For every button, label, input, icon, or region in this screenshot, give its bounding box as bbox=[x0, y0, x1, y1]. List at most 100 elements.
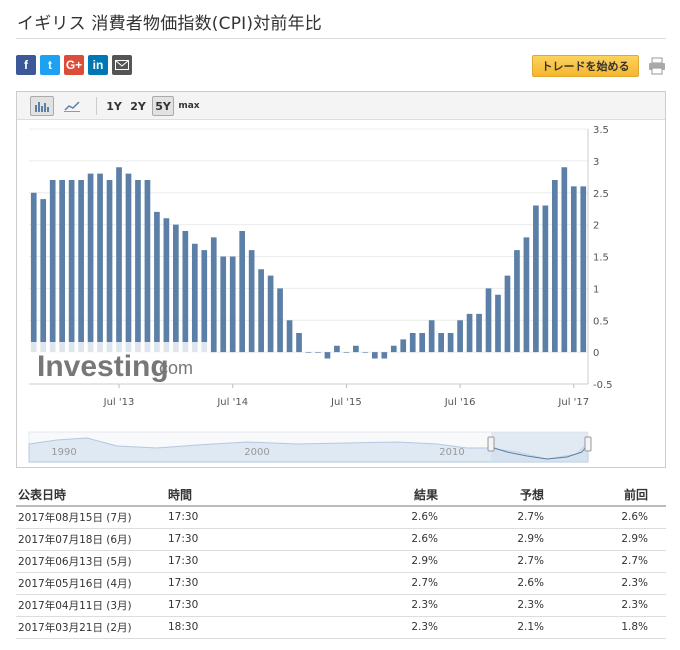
range-navigator[interactable]: 1990 2000 2010 bbox=[28, 431, 592, 463]
bar[interactable] bbox=[438, 333, 444, 353]
bar[interactable] bbox=[248, 250, 255, 353]
release-date: 2017年04月11日 (3月) bbox=[16, 594, 166, 617]
previous-value: 2.3% bbox=[562, 594, 666, 617]
bar[interactable] bbox=[87, 173, 94, 353]
release-time: 17:30 bbox=[166, 506, 276, 529]
forecast-value: 2.6% bbox=[456, 572, 562, 595]
bar[interactable] bbox=[201, 250, 208, 353]
bar[interactable] bbox=[97, 173, 103, 353]
bar[interactable] bbox=[457, 320, 463, 353]
page-title: イギリス 消費者物価指数(CPI)対前年比 bbox=[17, 14, 323, 34]
bar[interactable] bbox=[514, 250, 520, 353]
actual-value: 2.3% bbox=[276, 594, 456, 617]
bar[interactable] bbox=[334, 345, 340, 353]
bar[interactable] bbox=[210, 237, 217, 353]
bar[interactable] bbox=[523, 237, 530, 353]
col-time[interactable]: 時間 bbox=[166, 484, 276, 507]
release-time: 17:30 bbox=[166, 594, 276, 617]
col-previous[interactable]: 前回 bbox=[562, 484, 666, 507]
bar[interactable] bbox=[324, 352, 331, 359]
bar[interactable] bbox=[267, 275, 274, 353]
bar[interactable] bbox=[68, 180, 75, 353]
navigator-handle[interactable] bbox=[584, 436, 592, 452]
bar[interactable] bbox=[428, 320, 435, 353]
google-plus-icon[interactable]: G+ bbox=[64, 55, 84, 75]
bar[interactable] bbox=[305, 352, 312, 353]
bar[interactable] bbox=[353, 345, 359, 353]
bar[interactable] bbox=[371, 352, 378, 359]
x-tick-label: Jul '13 bbox=[103, 397, 135, 408]
bar[interactable] bbox=[400, 339, 407, 353]
range-1y-button[interactable]: 1Y bbox=[106, 99, 122, 113]
bar[interactable] bbox=[125, 173, 132, 353]
bar[interactable] bbox=[229, 256, 236, 353]
navigator-selection[interactable] bbox=[491, 432, 588, 462]
mail-icon[interactable] bbox=[112, 55, 132, 75]
start-trading-button[interactable]: トレードを始める bbox=[532, 55, 639, 77]
bar[interactable] bbox=[533, 205, 539, 353]
previous-value: 2.6% bbox=[562, 506, 666, 529]
bar[interactable] bbox=[144, 180, 151, 353]
bar[interactable] bbox=[447, 333, 454, 353]
bar[interactable] bbox=[78, 180, 84, 353]
bar[interactable] bbox=[362, 352, 369, 353]
bar[interactable] bbox=[239, 231, 246, 353]
release-time: 17:30 bbox=[166, 550, 276, 573]
bar[interactable] bbox=[59, 180, 66, 353]
bar[interactable] bbox=[286, 320, 293, 353]
y-tick-label: 0.5 bbox=[593, 316, 609, 327]
range-max-button[interactable]: max bbox=[178, 101, 200, 111]
bar[interactable] bbox=[381, 352, 388, 359]
bar[interactable] bbox=[49, 180, 56, 353]
line-chart-toggle-icon[interactable] bbox=[60, 96, 84, 116]
y-tick-label: 2.5 bbox=[593, 189, 609, 200]
bar[interactable] bbox=[182, 231, 189, 353]
bar[interactable] bbox=[476, 313, 482, 353]
bar[interactable] bbox=[561, 167, 568, 353]
share-bar: f t G+ in bbox=[16, 55, 132, 75]
col-release-date[interactable]: 公表日時 bbox=[16, 484, 166, 507]
bar[interactable] bbox=[580, 186, 587, 353]
facebook-icon[interactable]: f bbox=[16, 55, 36, 75]
range-2y-button[interactable]: 2Y bbox=[130, 99, 146, 113]
bar[interactable] bbox=[390, 345, 397, 353]
bar[interactable] bbox=[163, 218, 170, 353]
bar[interactable] bbox=[106, 180, 113, 353]
col-forecast[interactable]: 予想 bbox=[456, 484, 562, 507]
bar[interactable] bbox=[135, 180, 141, 353]
bar[interactable] bbox=[191, 243, 198, 353]
print-icon[interactable] bbox=[648, 57, 666, 75]
cpi-chart: Investing.com 3.5 3 2.5 2 1.5 1 0.5 0 -0.5 Jul '… bbox=[28, 125, 613, 463]
chart-toolbar: 1Y 2Y 5Y max bbox=[17, 92, 665, 120]
bar[interactable] bbox=[277, 288, 283, 353]
bar[interactable] bbox=[30, 192, 37, 353]
bar[interactable] bbox=[154, 211, 160, 353]
x-tick-label: Jul '15 bbox=[330, 397, 362, 408]
previous-value: 2.3% bbox=[562, 572, 666, 595]
bar[interactable] bbox=[40, 199, 47, 353]
bar[interactable] bbox=[116, 167, 122, 353]
bar[interactable] bbox=[409, 333, 416, 353]
bar[interactable] bbox=[173, 224, 179, 353]
bar[interactable] bbox=[495, 294, 501, 353]
bar[interactable] bbox=[220, 256, 227, 353]
bar[interactable] bbox=[419, 333, 426, 353]
bar[interactable] bbox=[315, 352, 321, 353]
twitter-icon[interactable]: t bbox=[40, 55, 60, 75]
bar[interactable] bbox=[258, 269, 264, 353]
bar-chart-toggle-icon[interactable] bbox=[30, 96, 54, 116]
previous-value: 1.8% bbox=[562, 616, 666, 639]
bar[interactable] bbox=[542, 205, 549, 353]
range-5y-button[interactable]: 5Y bbox=[152, 96, 174, 116]
bar[interactable] bbox=[296, 333, 302, 353]
actual-value: 2.6% bbox=[276, 528, 456, 551]
bar[interactable] bbox=[504, 275, 511, 353]
bar[interactable] bbox=[485, 288, 492, 353]
col-actual[interactable]: 結果 bbox=[276, 484, 456, 507]
linkedin-icon[interactable]: in bbox=[88, 55, 108, 75]
bar[interactable] bbox=[466, 313, 473, 353]
navigator-handle[interactable] bbox=[487, 436, 495, 452]
bar[interactable] bbox=[551, 180, 558, 353]
bar[interactable] bbox=[570, 186, 577, 353]
bar[interactable] bbox=[343, 352, 350, 353]
